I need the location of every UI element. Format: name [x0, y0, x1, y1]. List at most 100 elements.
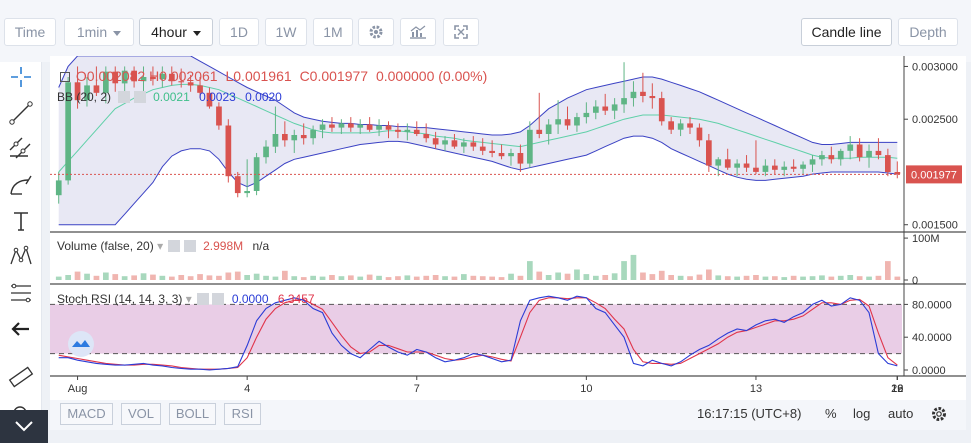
- x-tick-label: 22: [891, 383, 903, 395]
- measure-tool[interactable]: [6, 362, 36, 392]
- rsi-button[interactable]: RSI: [224, 403, 261, 425]
- settings-button[interactable]: [358, 18, 394, 46]
- range-1w-button[interactable]: 1W: [265, 18, 307, 46]
- candle-body: [159, 73, 166, 80]
- settings-small-icon[interactable]: [168, 240, 181, 252]
- auto-toggle[interactable]: auto: [888, 406, 914, 421]
- volume-bar: [564, 273, 571, 280]
- trendline-tool[interactable]: [6, 98, 36, 128]
- percent-toggle[interactable]: %: [825, 406, 837, 421]
- volume-bar: [696, 274, 703, 280]
- pattern-icon: [10, 245, 32, 265]
- volume-bar: [178, 275, 185, 280]
- drawing-tools-sidebar: [0, 62, 42, 443]
- cloud-logo-icon: [72, 340, 90, 347]
- candle-body: [103, 71, 109, 93]
- candle-body: [140, 77, 147, 82]
- stoch-rsi-lines: [50, 295, 902, 371]
- stoch-label: Stoch RSI (14, 14, 3, 3): [57, 292, 183, 306]
- settings-small-icon[interactable]: [197, 293, 210, 305]
- x-tick-label: 10: [580, 383, 592, 395]
- volume-bar: [800, 276, 806, 280]
- price-tick-label: 0.002500: [912, 114, 958, 126]
- log-toggle[interactable]: log: [853, 406, 871, 421]
- volume-na: n/a: [252, 239, 270, 253]
- parallel-lines-icon: [9, 137, 31, 159]
- volume-bar: [423, 275, 430, 280]
- indicators-button[interactable]: [400, 18, 436, 46]
- stoch-tick-label: 40.0000: [912, 332, 952, 344]
- volume-bar: [479, 276, 486, 280]
- fullscreen-button[interactable]: [443, 18, 479, 46]
- candle-body: [602, 106, 609, 111]
- collapse-square-icon[interactable]: [60, 72, 70, 82]
- bb-upper-line: [58, 55, 898, 145]
- close-small-icon[interactable]: [212, 293, 225, 305]
- depth-button[interactable]: Depth: [898, 18, 958, 46]
- close-small-icon[interactable]: [133, 91, 146, 103]
- candle-body: [658, 98, 665, 122]
- interval-select[interactable]: 1min: [64, 18, 134, 46]
- close-small-icon[interactable]: [183, 240, 196, 252]
- bottom-settings-button[interactable]: [930, 405, 948, 423]
- macd-button[interactable]: MACD: [60, 403, 113, 425]
- period-select[interactable]: 4hour: [139, 18, 213, 46]
- candle-body: [300, 135, 307, 139]
- stoch-band: [50, 304, 902, 354]
- candle-body: [564, 119, 571, 126]
- volume-bar: [545, 275, 552, 280]
- crosshair-tool[interactable]: [6, 62, 36, 92]
- volume-bar: [819, 275, 825, 280]
- ohlc-open: O0.002082: [75, 68, 146, 84]
- crosshair-icon: [11, 67, 31, 87]
- candlesticks: [55, 62, 901, 204]
- settings-small-icon[interactable]: [118, 91, 131, 103]
- bb-lower-value: 0.0020: [245, 90, 282, 104]
- volume-bar: [404, 275, 411, 280]
- range-1d-button[interactable]: 1D: [219, 18, 259, 46]
- collapse-sidebar-button[interactable]: [0, 410, 48, 443]
- candle-body: [781, 166, 788, 170]
- candle-body: [885, 155, 891, 172]
- candle-body: [282, 134, 288, 141]
- candle-body: [828, 155, 835, 160]
- candle-body: [432, 138, 439, 145]
- volume-bar: [658, 270, 665, 280]
- time-button[interactable]: Time: [4, 18, 56, 46]
- brush-icon: [10, 175, 32, 195]
- volume-bar: [790, 275, 797, 280]
- gear-icon: [369, 25, 383, 39]
- ohlc-close: C0.001977: [299, 68, 369, 84]
- candle-body: [329, 124, 335, 128]
- volume-bar: [432, 275, 439, 280]
- volume-bar: [103, 272, 109, 280]
- volume-bar: [602, 275, 609, 280]
- parallel-lines-tool[interactable]: [6, 134, 36, 164]
- bb-fill: [58, 55, 898, 225]
- stoch-legend: Stoch RSI (14, 14, 3, 3) ▾ 0.0000 6.3457: [57, 292, 315, 306]
- volume-bar: [677, 275, 684, 280]
- volume-bar: [225, 272, 232, 280]
- pattern-tool[interactable]: [6, 242, 36, 272]
- candle-line-button[interactable]: Candle line: [801, 18, 892, 46]
- boll-button[interactable]: BOLL: [169, 403, 216, 425]
- volume-bar: [574, 269, 580, 280]
- stoch-tick-label: 80.0000: [912, 299, 952, 311]
- brush-tool[interactable]: [6, 170, 36, 200]
- candle-body: [131, 70, 137, 82]
- volume-bar: [159, 275, 166, 280]
- volume-bar: [253, 273, 260, 280]
- volume-bar: [517, 275, 524, 280]
- candle-body: [244, 191, 250, 194]
- volume-bar: [84, 273, 90, 280]
- back-tool[interactable]: [6, 314, 36, 344]
- volume-bar: [875, 275, 882, 280]
- range-1m-button[interactable]: 1M: [313, 18, 353, 46]
- fibonacci-tool[interactable]: [6, 278, 36, 308]
- text-tool[interactable]: [6, 206, 36, 236]
- volume-bar: [508, 273, 514, 280]
- volume-bar: [668, 275, 674, 280]
- vol-button[interactable]: VOL: [121, 403, 161, 425]
